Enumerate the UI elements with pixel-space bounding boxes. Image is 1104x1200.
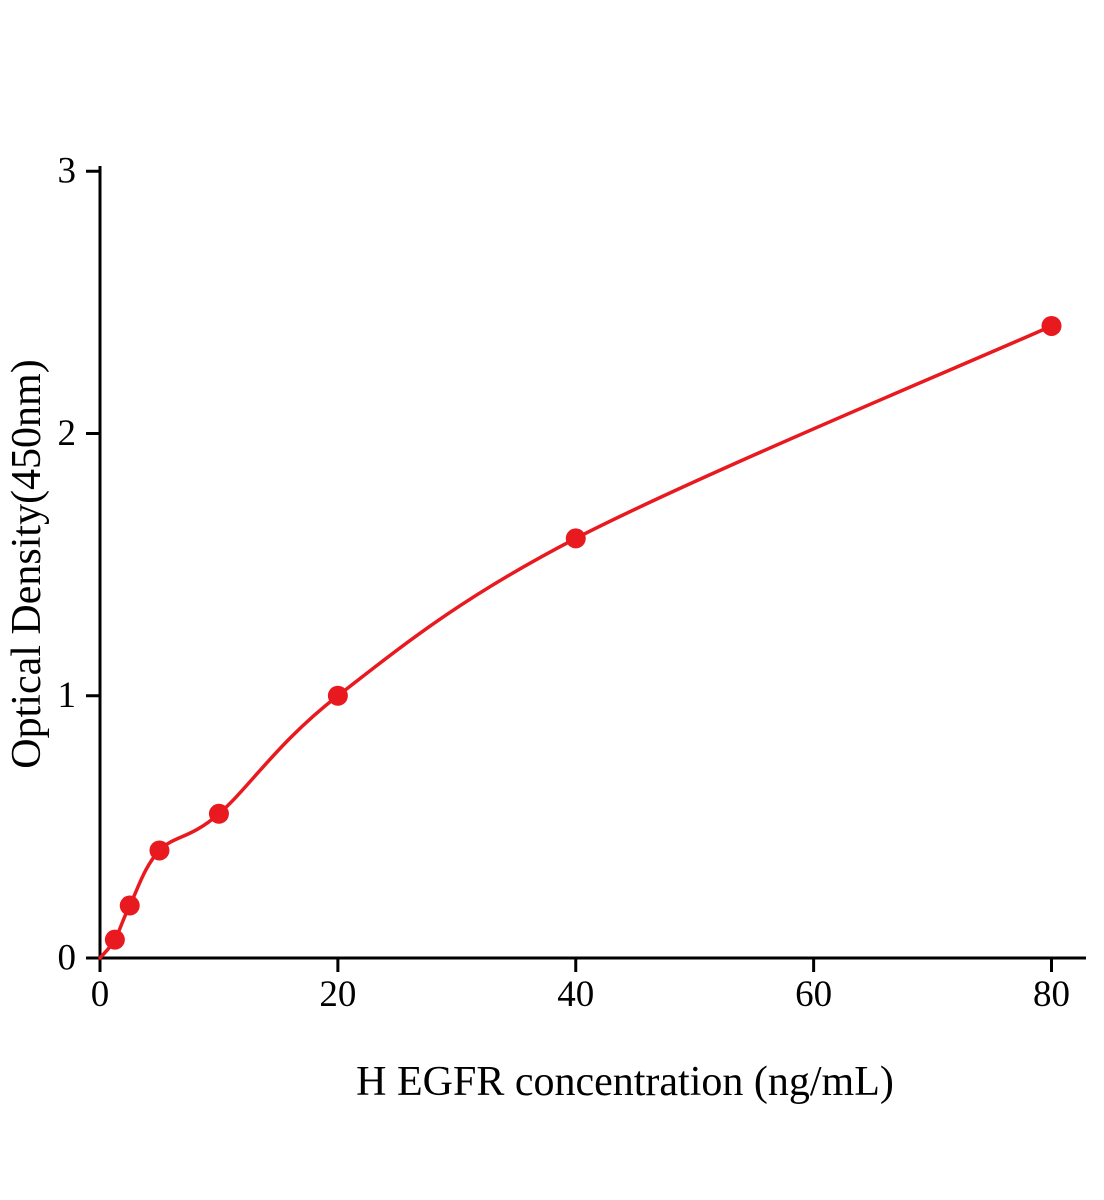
y-axis-title: Optical Density(450nm): [4, 359, 50, 768]
data-point: [119, 895, 140, 916]
x-tick-label: 60: [795, 974, 832, 1015]
y-tick-label: 1: [58, 675, 77, 716]
y-tick-label: 0: [58, 938, 77, 979]
x-tick-label: 20: [319, 974, 356, 1015]
data-point: [327, 685, 348, 706]
data-point: [208, 803, 229, 824]
y-tick-label: 3: [58, 151, 77, 192]
data-point: [149, 840, 170, 861]
x-tick-label: 0: [91, 974, 110, 1015]
fit-curve: [98, 324, 1054, 960]
data-point: [1041, 315, 1062, 336]
data-point: [565, 528, 586, 549]
data-point: [104, 929, 125, 950]
x-tick-label: 80: [1033, 974, 1070, 1015]
x-tick-label: 40: [557, 974, 594, 1015]
y-tick-label: 2: [58, 413, 77, 454]
plot-layer: 0 20 40 60 80 0 1 2 3: [58, 151, 1086, 1015]
x-axis-title: H EGFR concentration (ng/mL): [356, 1059, 894, 1105]
